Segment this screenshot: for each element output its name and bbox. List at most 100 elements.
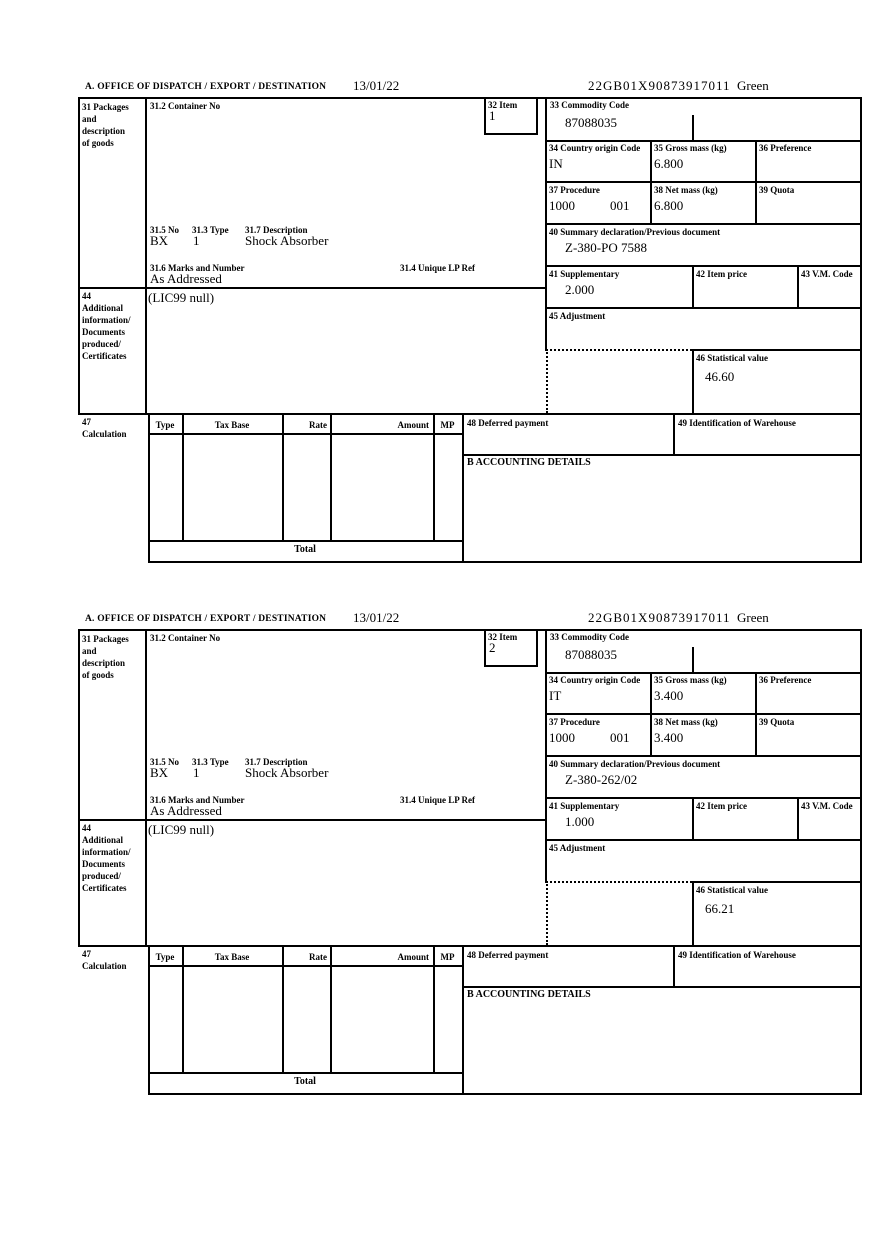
- procedure-value: 1000: [549, 198, 575, 213]
- divider-line: [484, 665, 538, 667]
- box-48-label: 48 Deferred payment: [467, 418, 549, 428]
- box-31-4-label: 31.4 Unique LP Ref: [400, 795, 476, 805]
- box-35-label: 35 Gross mass (kg): [654, 675, 727, 685]
- box-48-label: 48 Deferred payment: [467, 950, 549, 960]
- box-42-label: 42 Item price: [696, 801, 747, 811]
- divider-line: [545, 223, 862, 225]
- item-number-value: 1: [489, 108, 496, 123]
- box-46-label: 46 Statistical value: [696, 885, 768, 895]
- acceptance-date-value: 13/01/22: [353, 78, 400, 93]
- calc-amount-header: Amount: [397, 420, 429, 430]
- calc-rate-header: Rate: [309, 952, 327, 962]
- box-31-4-label: 31.4 Unique LP Ref: [400, 263, 476, 273]
- commodity-code-value: 87088035: [565, 115, 617, 130]
- marks-value: As Addressed: [150, 803, 222, 818]
- divider-line: [797, 797, 799, 841]
- box-47-label: 47 Calculation: [82, 417, 127, 439]
- package-type-value: 1: [193, 765, 200, 780]
- divider-line: [755, 140, 757, 225]
- divider-line: [145, 629, 147, 945]
- divider-line: [692, 349, 694, 413]
- divider-line: [330, 413, 332, 542]
- divider-line: [545, 797, 862, 799]
- routing-status-value: Green: [737, 78, 769, 93]
- divider-line: [78, 629, 80, 945]
- divider-line: [673, 945, 675, 988]
- divider-line: [145, 97, 147, 413]
- package-type-value: 1: [193, 233, 200, 248]
- box-33-label: 33 Commodity Code: [550, 100, 629, 110]
- divider-line: [755, 672, 757, 757]
- divider-line: [484, 629, 486, 667]
- divider-line: [78, 97, 80, 413]
- divider-line: [692, 349, 862, 351]
- divider-line: [692, 265, 694, 309]
- box-41-label: 41 Supplementary: [549, 801, 620, 811]
- office-of-dispatch-label: A. OFFICE OF DISPATCH / EXPORT / DESTINA…: [85, 614, 327, 624]
- box-31-7-label: 31.7 Description: [245, 757, 308, 767]
- box-31-6-label: 31.6 Marks and Number: [150, 263, 245, 273]
- dotted-divider-line: [546, 881, 548, 945]
- divider-line: [282, 413, 284, 542]
- divider-line: [78, 413, 862, 415]
- divider-line: [78, 287, 547, 289]
- supplementary-units-value: 2.000: [565, 282, 595, 297]
- divider-line: [545, 265, 862, 267]
- divider-line: [692, 881, 862, 883]
- divider-line: [148, 413, 150, 563]
- divider-line: [545, 307, 862, 309]
- additional-info-value: (LIC99 null): [148, 822, 215, 837]
- declaration-item-section: A. OFFICE OF DISPATCH / EXPORT / DESTINA…: [0, 610, 882, 1096]
- box-33-label: 33 Commodity Code: [550, 632, 629, 642]
- net-mass-value: 3.400: [654, 730, 684, 745]
- box-32-label: 32 Item: [488, 100, 518, 110]
- divider-line: [148, 1093, 862, 1095]
- divider-line: [536, 97, 538, 135]
- divider-line: [433, 945, 435, 1074]
- box-31-3-label: 31.3 Type: [192, 225, 229, 235]
- marks-value: As Addressed: [150, 271, 222, 286]
- box-31-3-label: 31.3 Type: [192, 757, 229, 767]
- divider-line: [182, 413, 184, 542]
- divider-line: [462, 454, 862, 456]
- calc-total-label: Total: [294, 544, 316, 555]
- box-45-label: 45 Adjustment: [549, 843, 606, 853]
- box-46-label: 46 Statistical value: [696, 353, 768, 363]
- divider-line: [536, 629, 538, 667]
- divider-line: [650, 672, 652, 757]
- divider-line: [484, 97, 486, 135]
- divider-line: [673, 413, 675, 456]
- box-40-label: 40 Summary declaration/Previous document: [549, 227, 721, 237]
- calc-mp-header: MP: [440, 952, 455, 962]
- box-40-label: 40 Summary declaration/Previous document: [549, 759, 721, 769]
- divider-line: [462, 945, 464, 1095]
- box-44-label: 44 Additional information/ Documents pro…: [82, 823, 131, 893]
- divider-line: [692, 881, 694, 945]
- box-49-label: 49 Identification of Warehouse: [678, 950, 796, 960]
- divider-line: [692, 115, 694, 140]
- divider-line: [78, 97, 862, 99]
- gross-mass-value: 3.400: [654, 688, 684, 703]
- calc-amount-header: Amount: [397, 952, 429, 962]
- divider-line: [545, 672, 862, 674]
- box-36-label: 36 Preference: [759, 143, 812, 153]
- box-31-2-label: 31.2 Container No: [150, 633, 221, 643]
- country-origin-value: IT: [549, 688, 562, 703]
- divider-line: [860, 97, 862, 563]
- box-37-label: 37 Procedure: [549, 717, 600, 727]
- divider-line: [545, 181, 862, 183]
- box-31-5-label: 31.5 No: [150, 225, 179, 235]
- mrn-value: 22GB01X90873917011: [588, 610, 731, 625]
- divider-line: [545, 97, 547, 351]
- calc-mp-header: MP: [440, 420, 455, 430]
- calc-tax-base-header: Tax Base: [214, 420, 250, 430]
- dotted-divider-line: [545, 881, 692, 883]
- box-42-label: 42 Item price: [696, 269, 747, 279]
- procedure-value: 1000: [549, 730, 575, 745]
- calc-type-header: Type: [155, 952, 175, 962]
- divider-line: [148, 1072, 462, 1074]
- procedure-qualifier-value: 001: [610, 730, 630, 745]
- box-39-label: 39 Quota: [759, 717, 795, 727]
- box-31-7-label: 31.7 Description: [245, 225, 308, 235]
- declaration-item-section: A. OFFICE OF DISPATCH / EXPORT / DESTINA…: [0, 78, 882, 564]
